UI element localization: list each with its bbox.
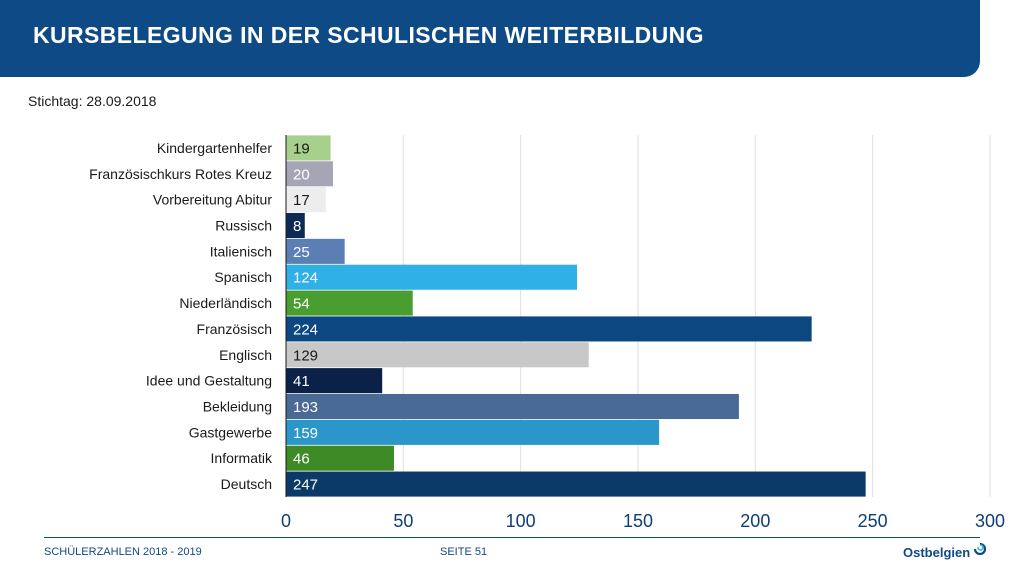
data-label: 224 xyxy=(293,321,318,338)
bar xyxy=(286,393,739,420)
bar xyxy=(286,471,866,497)
category-label: Deutsch xyxy=(221,476,272,492)
data-label: 41 xyxy=(293,373,310,390)
x-tick-label: 50 xyxy=(393,511,413,531)
logo-text: Ostbelgien xyxy=(903,544,971,560)
category-label: Bekleidung xyxy=(203,399,272,415)
category-label: Gastgewerbe xyxy=(189,424,272,440)
category-label: Vorbereitung Abitur xyxy=(153,192,272,208)
data-label: 247 xyxy=(293,477,318,494)
bar xyxy=(286,238,345,264)
page-title: KURSBELEGUNG IN DER SCHULISCHEN WEITERBI… xyxy=(33,22,704,48)
bar xyxy=(286,135,331,161)
category-label: Französisch xyxy=(197,321,272,337)
data-label: 124 xyxy=(293,270,318,287)
bar xyxy=(286,161,333,187)
category-label: Englisch xyxy=(219,347,272,363)
category-label: Französischkurs Rotes Kreuz xyxy=(89,166,272,182)
bar xyxy=(286,212,305,239)
data-label: 8 xyxy=(293,218,301,235)
category-label: Spanisch xyxy=(214,269,272,285)
x-tick-label: 250 xyxy=(858,511,888,531)
bar xyxy=(286,290,413,316)
data-label: 46 xyxy=(293,451,310,468)
data-label: 54 xyxy=(293,296,310,313)
bar xyxy=(286,342,589,368)
bar xyxy=(286,445,394,471)
x-tick-label: 150 xyxy=(623,511,653,531)
data-label: 193 xyxy=(293,399,318,416)
logo-swirl-icon xyxy=(974,542,987,555)
title-banner: KURSBELEGUNG IN DER SCHULISCHEN WEITERBI… xyxy=(0,0,980,77)
x-tick-label: 200 xyxy=(740,511,770,531)
bar xyxy=(286,368,383,394)
bar xyxy=(286,187,326,213)
bar xyxy=(286,419,660,445)
category-label: Italienisch xyxy=(210,243,272,259)
footer-divider xyxy=(44,537,980,538)
ostbelgien-logo: Ostbelgien xyxy=(903,540,987,564)
footer-caption: SCHÜLERZAHLEN 2018 - 2019 xyxy=(44,546,202,558)
category-label: Niederländisch xyxy=(179,295,272,311)
category-label: Russisch xyxy=(215,218,272,234)
data-label: 159 xyxy=(293,425,318,442)
bar-chart: 19 Kindergartenhelfer 20 Französischkurs Ro… xyxy=(89,135,1005,531)
x-tick-label: 0 xyxy=(281,511,291,531)
page-number: SEITE 51 xyxy=(440,546,488,558)
category-label: Kindergartenhelfer xyxy=(157,140,273,156)
category-label: Informatik xyxy=(211,450,273,466)
bar xyxy=(286,316,812,342)
data-label: 20 xyxy=(293,166,310,183)
data-label: 17 xyxy=(293,192,310,209)
x-tick-label: 100 xyxy=(506,511,536,531)
category-label: Idee und Gestaltung xyxy=(146,373,272,389)
reference-date: Stichtag: 28.09.2018 xyxy=(28,93,157,109)
bar xyxy=(286,264,577,290)
data-label: 129 xyxy=(293,347,318,364)
data-label: 25 xyxy=(293,244,310,261)
x-tick-label: 300 xyxy=(975,511,1005,531)
data-label: 19 xyxy=(293,140,310,157)
